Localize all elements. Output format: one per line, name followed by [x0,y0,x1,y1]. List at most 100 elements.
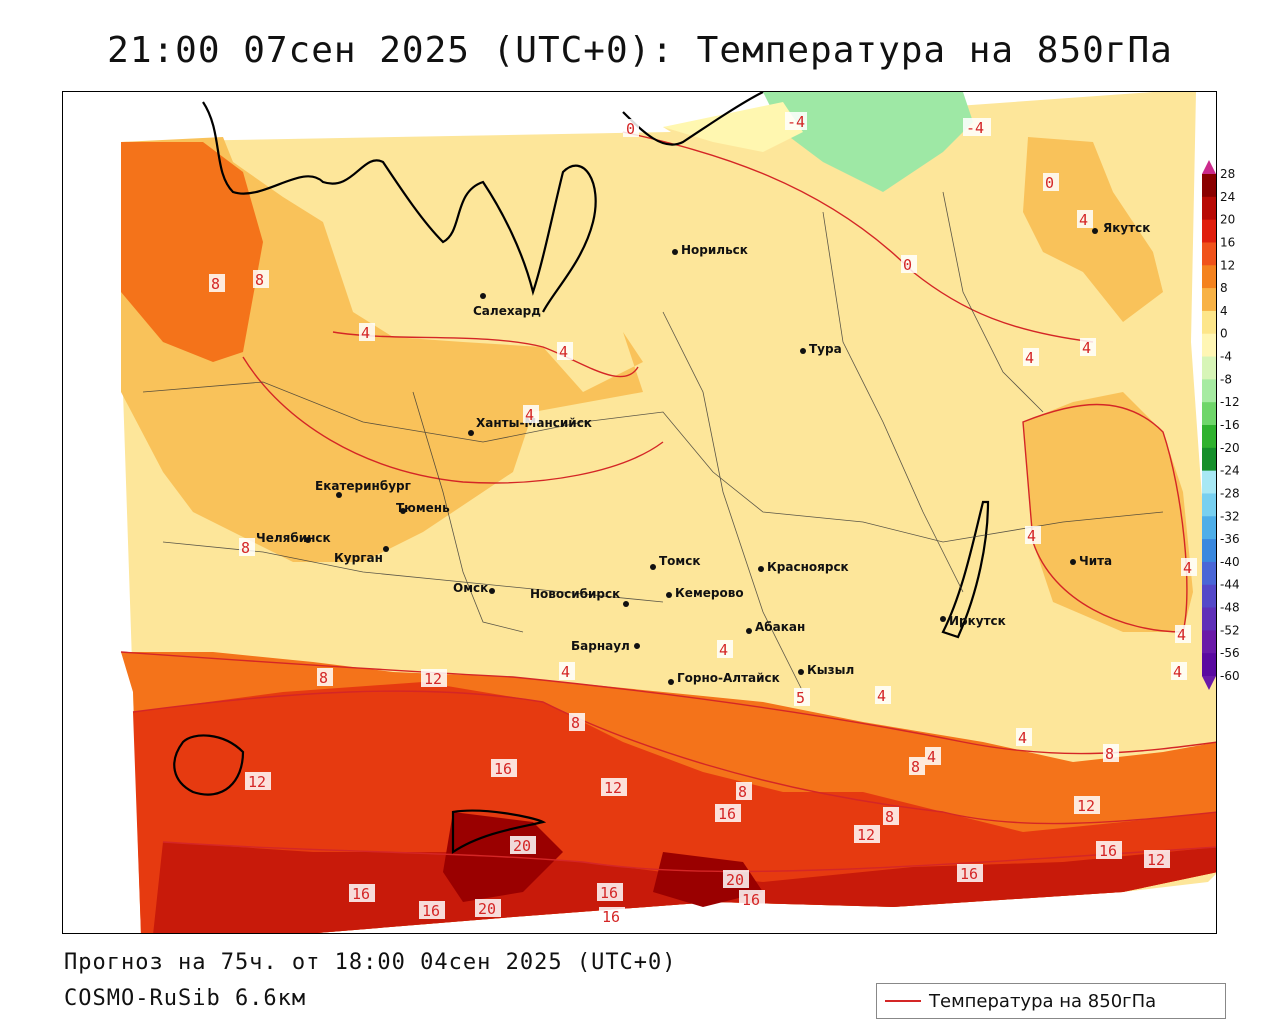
forecast-info: Прогноз на 75ч. от 18:00 04сен 2025 (UTC… [64,950,677,975]
city-label-chelyabinsk: Челябинск [256,531,331,545]
scale-tick-label: -56 [1220,646,1240,660]
city-label-yekaterinburg: Екатеринбург [315,479,411,493]
isoline-label: 20 [513,837,531,855]
isoline-label: 4 [1173,663,1182,681]
scale-tick-label: -52 [1220,623,1240,637]
color-scale-bars [1202,160,1216,690]
isoline-label: 16 [352,885,370,903]
isoline-legend-swatch [885,1000,921,1002]
scale-swatch [1202,447,1216,472]
isoline-label: 20 [726,871,744,889]
isoline-label: 4 [361,324,370,342]
scale-swatch [1202,607,1216,631]
scale-tick-label: -32 [1220,509,1240,523]
scale-tick-label: -36 [1220,532,1240,546]
scale-swatch [1202,219,1216,243]
scale-tick-label: 0 [1220,327,1228,341]
isoline-label: 16 [494,760,512,778]
scale-tick-label: -48 [1220,601,1240,615]
isoline-label: 12 [248,773,266,791]
isoline-label: 8 [255,271,264,289]
isoline-label: 8 [1105,745,1114,763]
city-label-norilsk: Норильск [681,243,748,257]
isoline-label: 4 [719,641,728,659]
admin-borders [142,191,1164,693]
isoline-label: 8 [885,808,894,826]
isoline-label: 12 [1077,797,1095,815]
scale-tick-label: -60 [1220,669,1240,683]
isoline-label: 4 [1177,626,1186,644]
isoline-label: 4 [559,343,568,361]
coastlines [173,92,990,855]
isoline-label: 16 [602,908,620,926]
isoline-label: 4 [561,663,570,681]
scale-swatch [1202,356,1216,380]
legend-label: Температура на 850гПа [929,990,1157,1012]
isoline-label: 12 [1147,851,1165,869]
isoline-label: 8 [571,714,580,732]
scale-swatch [1202,516,1216,540]
city-label-chita: Чита [1079,554,1112,568]
scale-swatch [1202,493,1216,517]
city-label-novosibirsk: Новосибирск [530,587,620,601]
scale-tick-label: 4 [1220,304,1228,318]
temperature-map: Якутск Норильск Салехард Тура Ханты-Манс… [62,91,1217,934]
scale-tick-label: -40 [1220,555,1240,569]
isoline-label: 8 [319,669,328,687]
scale-swatch [1202,630,1216,654]
scale-swatch [1202,539,1216,563]
city-label-salekhard: Салехард [473,304,541,318]
scale-swatch [1202,310,1216,335]
isoline-label: 4 [1079,211,1088,229]
scale-top-arrow [1202,160,1216,174]
scale-tick-label: -20 [1220,441,1240,455]
isoline-label: 12 [424,670,442,688]
scale-swatch [1202,470,1216,494]
isoline-label: 16 [742,891,760,909]
model-name: COSMO-RuSib 6.6км [64,986,307,1011]
color-scale-labels: 28 24 20 16 12 8 4 0 -4 -8 -12 -16 -20 -24 -28 -32 -36 -4… [1220,167,1240,683]
isoline-label: 4 [1018,729,1027,747]
scale-swatch [1202,653,1216,677]
scale-swatch [1202,265,1216,289]
scale-tick-label: 20 [1220,213,1235,227]
city-label-kurgan: Курган [334,551,383,565]
isoline-label: 0 [903,256,912,274]
scale-swatch [1202,288,1216,312]
isoline-label: 4 [877,687,886,705]
isoline-label: 5 [796,689,805,707]
isoline-label: 4 [1025,349,1034,367]
scale-swatch [1202,561,1216,586]
scale-swatch [1202,425,1216,449]
city-label-tyumen: Тюмень [396,501,450,515]
isoline-label: 4 [1183,559,1192,577]
scale-tick-label: -24 [1220,464,1240,478]
scale-tick-label: 12 [1220,258,1235,272]
isoline-label: -4 [966,119,984,137]
scale-tick-label: -8 [1220,372,1232,386]
scale-tick-label: -4 [1220,350,1232,364]
temperature-fields [121,92,1216,933]
city-markers: Якутск Норильск Салехард Тура Ханты-Манс… [256,221,1150,685]
page-title: 21:00 07сен 2025 (UTC+0): Температура на… [107,30,1173,71]
isoline-label: 16 [960,865,978,883]
scale-swatch [1202,333,1216,358]
isoline-label: 16 [600,884,618,902]
isoline-label: 12 [857,826,875,844]
isoline-label: 16 [718,805,736,823]
isoline-label: 8 [211,275,220,293]
isoline-label: 8 [738,783,747,801]
isoline-label: 0 [626,120,635,138]
scale-swatch [1202,402,1216,426]
isoline-label: -4 [787,113,805,131]
isoline-label: 16 [422,902,440,920]
scale-swatch [1202,379,1216,403]
isoline-label: 20 [478,900,496,918]
isoline-label: 4 [927,748,936,766]
city-label-kemerovo: Кемерово [675,586,744,600]
scale-tick-label: -44 [1220,578,1240,592]
isoline-label: 8 [241,539,250,557]
scale-tick-label: 16 [1220,235,1235,249]
map-legend: Температура на 850гПа [876,983,1226,1019]
scale-tick-label: 8 [1220,281,1228,295]
